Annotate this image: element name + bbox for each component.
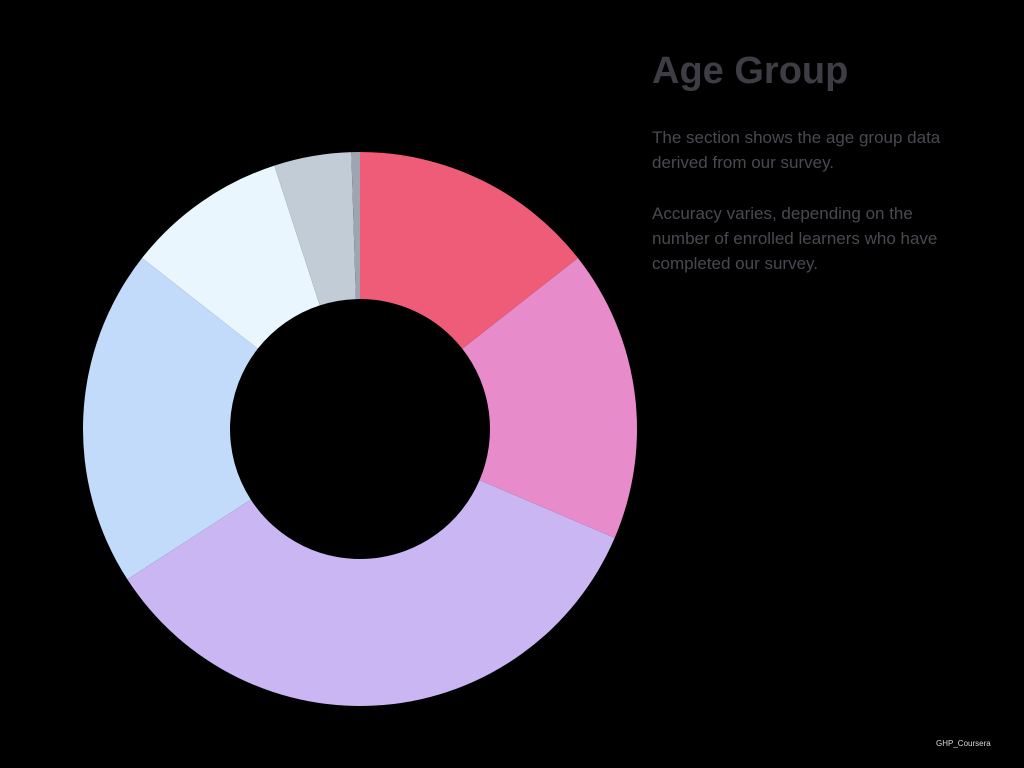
description-paragraph-2: Accuracy varies, depending on the number… (652, 204, 938, 273)
age-group-donut-chart (80, 149, 640, 709)
donut-chart-svg (83, 152, 637, 707)
donut-segment-5 (142, 165, 320, 349)
donut-segment-1 (360, 152, 578, 349)
donut-segment-3 (127, 480, 615, 707)
page-title: Age Group (652, 50, 849, 92)
watermark-label: GHP_Coursera (936, 739, 991, 748)
description-panel: Age Group The section shows the age grou… (652, 50, 966, 276)
description-paragraph-1: The section shows the age group data der… (652, 128, 941, 172)
donut-segment-2 (462, 258, 637, 538)
donut-segment-7 (351, 152, 360, 300)
donut-segment-6 (274, 152, 356, 306)
donut-segment-4 (83, 258, 258, 580)
